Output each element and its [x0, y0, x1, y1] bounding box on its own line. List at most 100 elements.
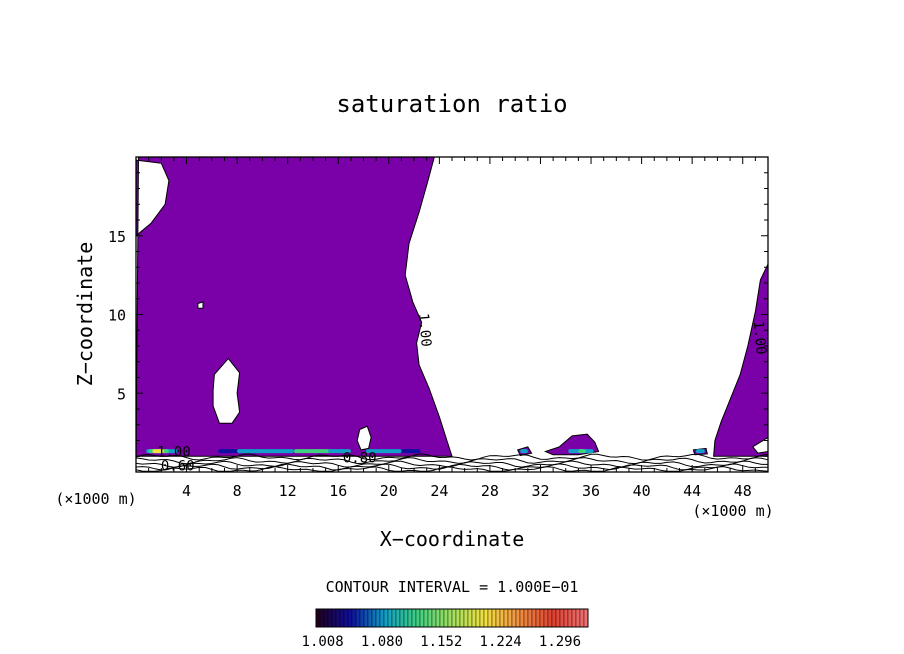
colorbar-cell [415, 608, 421, 628]
colorbar-label: 1.224 [480, 634, 522, 650]
colorbar-cell [567, 608, 573, 628]
colorbar-cell [519, 608, 525, 628]
band-segment [294, 449, 332, 454]
x-tick-label: 8 [233, 482, 242, 500]
contour-line [135, 457, 769, 465]
colorbar-cell [431, 608, 437, 628]
colorbar-cell [527, 608, 533, 628]
contour-interval-text: CONTOUR INTERVAL = 1.000E−01 [326, 578, 579, 596]
colorbar-cell [439, 608, 445, 628]
contour-line [135, 466, 769, 472]
band-segment [520, 449, 528, 454]
colorbar-cell [467, 608, 473, 628]
colorbar-cell [563, 608, 569, 628]
colorbar-label: 1.296 [539, 634, 581, 650]
x-tick-label: 48 [734, 482, 752, 500]
x-unit-right: (×1000 m) [692, 502, 773, 520]
colorbar-cell [511, 608, 517, 628]
colorbar-cell [403, 608, 409, 628]
colorbar [315, 608, 589, 628]
colorbar-cell [419, 608, 425, 628]
colorbar-cell [575, 608, 581, 628]
colorbar-cell [355, 608, 361, 628]
colorbar-cell [343, 608, 349, 628]
colorbar-cell [463, 608, 469, 628]
colorbar-cell [583, 608, 589, 628]
contour-label: 1.00 [415, 312, 434, 347]
near-surface-colored-bands [146, 449, 705, 454]
colorbar-cell [559, 608, 565, 628]
axis-ticks [136, 157, 768, 472]
colorbar-cell [383, 608, 389, 628]
colorbar-cell [459, 608, 465, 628]
colorbar-cell [399, 608, 405, 628]
x-tick-label: 4 [182, 482, 191, 500]
colorbar-cell [471, 608, 477, 628]
y-tick-label: 10 [108, 307, 126, 325]
colorbar-cell [423, 608, 429, 628]
band-segment [328, 449, 351, 454]
colorbar-cell [551, 608, 557, 628]
colorbar-cell [523, 608, 529, 628]
x-tick-label: 24 [430, 482, 448, 500]
colorbar-cell [347, 608, 353, 628]
y-tick-labels: 5 10 15 [108, 228, 126, 404]
colorbar-cell [379, 608, 385, 628]
band-segment [366, 449, 402, 454]
fill-region-left [135, 156, 453, 457]
x-tick-label: 32 [531, 482, 549, 500]
colorbar-cell [371, 608, 377, 628]
colorbar-cell [407, 608, 413, 628]
colorbar-cell [395, 608, 401, 628]
colorbar-cell [339, 608, 345, 628]
colorbar-cell [571, 608, 577, 628]
colorbar-cell [331, 608, 337, 628]
colorbar-cell [411, 608, 417, 628]
chart-title: saturation ratio [336, 90, 567, 118]
y-tick-label: 15 [108, 228, 126, 246]
x-tick-label: 20 [380, 482, 398, 500]
band-segment [695, 449, 705, 454]
colorbar-cell [435, 608, 441, 628]
colorbar-cell [447, 608, 453, 628]
colorbar-cell [555, 608, 561, 628]
colorbar-cell [443, 608, 449, 628]
colorbar-label: 1.008 [302, 634, 344, 650]
contour-label: 1.00 [157, 444, 191, 460]
contour-line [135, 463, 768, 471]
x-tick-labels: 4 8 12 16 20 24 28 32 36 40 44 48 [182, 482, 752, 500]
x-tick-label: 40 [633, 482, 651, 500]
x-unit-left: (×1000 m) [55, 490, 136, 508]
colorbar-cell [375, 608, 381, 628]
colorbar-cell [579, 608, 585, 628]
colorbar-cell [475, 608, 481, 628]
colorbar-cell [387, 608, 393, 628]
colorbar-cell [483, 608, 489, 628]
colorbar-cell [547, 608, 553, 628]
colorbar-cell [531, 608, 537, 628]
x-tick-label: 16 [329, 482, 347, 500]
x-tick-label: 12 [279, 482, 297, 500]
colorbar-cell [319, 608, 325, 628]
colorbar-cell [315, 608, 321, 628]
contour-lines [135, 453, 769, 472]
contour-label: 1.00 [750, 320, 769, 355]
x-tick-label: 36 [582, 482, 600, 500]
x-tick-label: 28 [481, 482, 499, 500]
contour-labels: 1.00 1.000.800.601.00 [157, 312, 769, 474]
colorbar-cell [507, 608, 513, 628]
colorbar-cell [499, 608, 505, 628]
colorbar-label: 1.152 [420, 634, 462, 650]
colorbar-cell [535, 608, 541, 628]
contour-line [135, 460, 768, 468]
colorbar-label: 1.080 [361, 634, 403, 650]
colorbar-cell [335, 608, 341, 628]
colorbar-cell [479, 608, 485, 628]
colorbar-cell [451, 608, 457, 628]
supersaturated-region-fills [135, 156, 769, 457]
colorbar-cell [487, 608, 493, 628]
colorbar-cell [539, 608, 545, 628]
band-segment [237, 449, 294, 454]
colorbar-cell [455, 608, 461, 628]
